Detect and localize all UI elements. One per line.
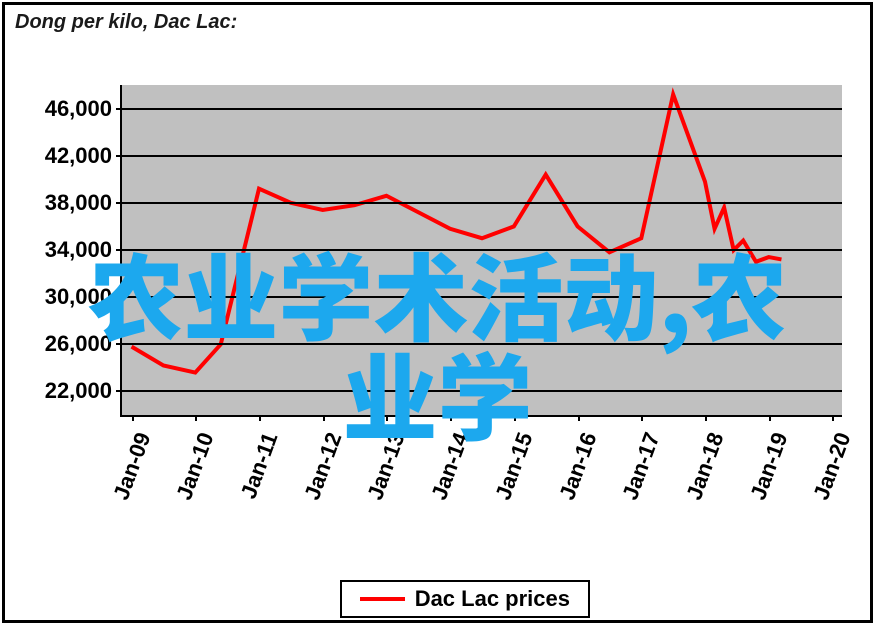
xtick-label: Jan-10	[171, 429, 219, 503]
legend-label: Dac Lac prices	[415, 586, 570, 612]
xtick-mark	[259, 415, 261, 421]
gridline	[122, 249, 842, 251]
xtick-label: Jan-12	[299, 429, 347, 503]
legend-box: Dac Lac prices	[340, 580, 590, 618]
xtick-label: Jan-20	[809, 429, 857, 503]
xtick-mark	[386, 415, 388, 421]
ytick-mark	[116, 155, 122, 157]
xtick-mark	[832, 415, 834, 421]
xtick-label: Jan-17	[617, 429, 665, 503]
ytick-label: 22,000	[45, 378, 112, 404]
ytick-label: 26,000	[45, 331, 112, 357]
series-line	[132, 94, 782, 372]
xtick-mark	[514, 415, 516, 421]
xtick-mark	[578, 415, 580, 421]
xtick-mark	[769, 415, 771, 421]
xtick-label: Jan-19	[745, 429, 793, 503]
xtick-mark	[450, 415, 452, 421]
xtick-mark	[705, 415, 707, 421]
ytick-label: 34,000	[45, 237, 112, 263]
gridline	[122, 296, 842, 298]
xtick-label: Jan-11	[236, 429, 284, 502]
gridline	[122, 343, 842, 345]
ytick-mark	[116, 249, 122, 251]
xtick-label: Jan-15	[490, 429, 538, 503]
xtick-label: Jan-14	[426, 429, 474, 503]
xtick-mark	[641, 415, 643, 421]
ytick-label: 30,000	[45, 284, 112, 310]
gridline	[122, 108, 842, 110]
ytick-mark	[116, 343, 122, 345]
gridline	[122, 202, 842, 204]
ytick-mark	[116, 108, 122, 110]
xtick-label: Jan-13	[363, 429, 411, 503]
xtick-mark	[195, 415, 197, 421]
chart-frame: Dong per kilo, Dac Lac: 22,00026,00030,0…	[2, 2, 873, 623]
ytick-label: 46,000	[45, 96, 112, 122]
legend-swatch	[360, 597, 405, 601]
plot-area: 22,00026,00030,00034,00038,00042,00046,0…	[120, 85, 842, 417]
ytick-label: 38,000	[45, 190, 112, 216]
xtick-mark	[132, 415, 134, 421]
gridline	[122, 155, 842, 157]
ytick-label: 42,000	[45, 143, 112, 169]
ytick-mark	[116, 390, 122, 392]
xtick-label: Jan-16	[554, 429, 602, 503]
xtick-label: Jan-09	[108, 429, 156, 503]
xtick-mark	[323, 415, 325, 421]
gridline	[122, 390, 842, 392]
ytick-mark	[116, 296, 122, 298]
xtick-label: Jan-18	[681, 429, 729, 503]
chart-title: Dong per kilo, Dac Lac:	[15, 11, 237, 34]
ytick-mark	[116, 202, 122, 204]
